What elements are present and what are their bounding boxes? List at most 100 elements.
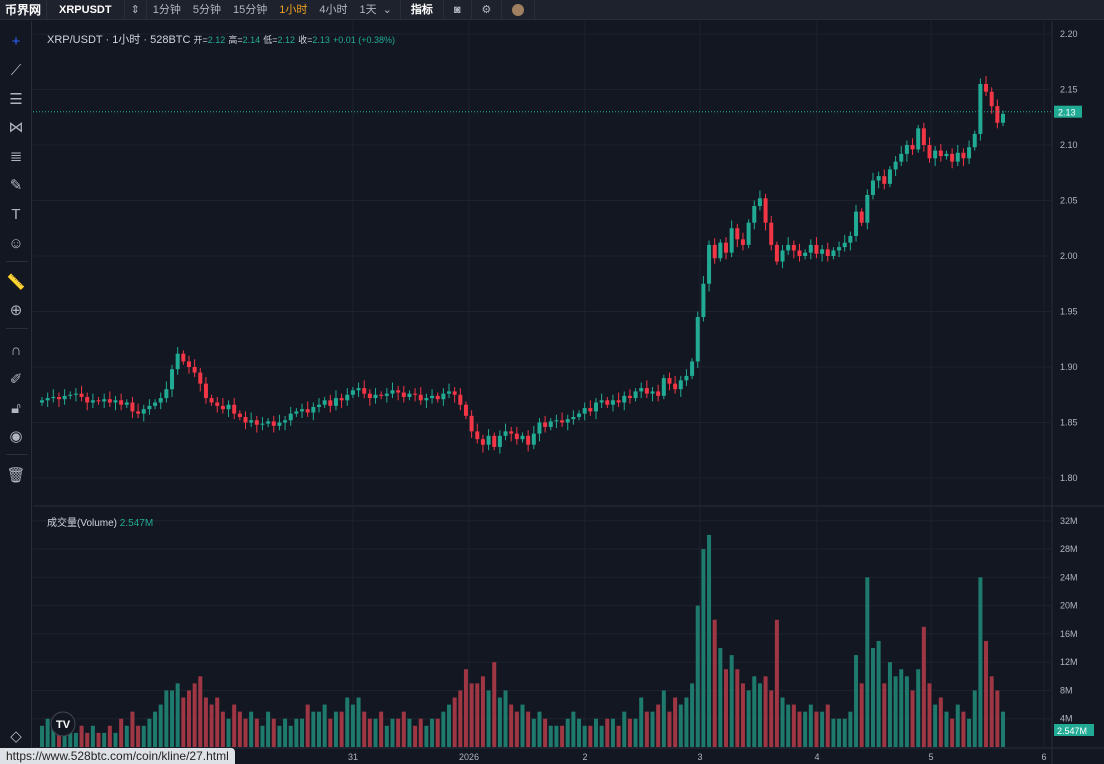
- volume-bar: [933, 704, 938, 747]
- interval-1m[interactable]: 1分钟: [152, 3, 181, 16]
- candle-body: [254, 420, 259, 425]
- zoom-in-icon[interactable]: ⊕: [9, 302, 23, 319]
- interval-5m[interactable]: 5分钟: [192, 3, 222, 16]
- candle-body: [848, 236, 853, 243]
- symbol-selector[interactable]: XRPUSDT: [59, 3, 112, 16]
- candle-body: [610, 400, 615, 405]
- fib-icon[interactable]: ≣: [9, 148, 23, 165]
- text-icon[interactable]: T: [11, 206, 21, 223]
- volume-bar: [396, 718, 401, 747]
- volume-bar: [955, 704, 960, 747]
- indicators-button[interactable]: 指标: [410, 3, 433, 16]
- horizontal-lines-icon[interactable]: ☰: [9, 91, 23, 108]
- chevron-down-icon[interactable]: ⌄: [382, 3, 392, 16]
- volume-bar: [565, 718, 570, 747]
- candle-body: [593, 402, 598, 412]
- candle-body: [933, 150, 938, 159]
- volume-bar: [232, 704, 237, 747]
- chart-legend: XRP/USDT · 1小时 · 528BTC 开=2.12 高=2.14 低=…: [47, 31, 395, 47]
- interval-1h[interactable]: 1小时: [279, 3, 308, 16]
- candle-body: [865, 194, 870, 223]
- compare-icon[interactable]: ⇕: [130, 3, 140, 16]
- volume-bar: [68, 725, 73, 747]
- close-label: 收=: [298, 35, 313, 45]
- candle-body: [514, 433, 519, 440]
- volume-bar: [916, 669, 921, 747]
- candle-body: [678, 380, 683, 390]
- volume-tick-label: 4M: [1060, 714, 1073, 724]
- price-tick-label: 2.10: [1060, 140, 1078, 150]
- candle-body: [854, 211, 859, 237]
- candle-body: [978, 83, 983, 134]
- candle-body: [899, 153, 904, 162]
- volume-bar: [1001, 711, 1005, 747]
- volume-bar: [543, 718, 548, 747]
- volume-bar: [435, 718, 440, 747]
- volume-bar: [633, 718, 638, 747]
- volume-bar: [379, 711, 384, 747]
- brush-icon[interactable]: ✎: [9, 177, 23, 194]
- candle-body: [944, 153, 949, 157]
- lock-icon[interactable]: 🔓︎: [11, 400, 21, 417]
- volume-bar: [119, 718, 124, 747]
- volume-bar: [486, 690, 491, 747]
- candle-body: [271, 421, 276, 426]
- emoji-icon[interactable]: ☺: [8, 235, 24, 252]
- volume-bar: [345, 697, 350, 747]
- volume-bar: [198, 676, 203, 747]
- volume-bar: [972, 690, 977, 747]
- volume-bar: [848, 711, 853, 747]
- candle-body: [113, 400, 118, 403]
- eye-icon[interactable]: ◉: [9, 428, 23, 445]
- trend-line-icon[interactable]: ⟋: [10, 62, 22, 79]
- site-logo[interactable]: 币界网: [5, 3, 42, 17]
- interval-4h[interactable]: 4小时: [319, 3, 348, 16]
- volume-bar: [339, 711, 344, 747]
- volume-bar: [73, 732, 78, 747]
- candle-body: [333, 398, 338, 406]
- avatar[interactable]: [502, 0, 534, 20]
- magnet-icon[interactable]: ∩: [10, 342, 22, 359]
- candle-body: [407, 393, 412, 397]
- pattern-icon[interactable]: ⋈: [8, 119, 24, 136]
- candle-body: [175, 353, 180, 370]
- layers-icon[interactable]: ◇: [10, 728, 22, 745]
- volume-bar: [497, 697, 502, 747]
- candle-body: [560, 420, 565, 423]
- high-value: 2.14: [242, 35, 261, 45]
- volume-bar: [458, 690, 463, 747]
- candle-body: [712, 244, 717, 259]
- volume-bar: [639, 697, 644, 747]
- candle-body: [673, 383, 678, 390]
- volume-bar: [531, 718, 536, 747]
- candle-body: [769, 222, 774, 245]
- volume-bar: [644, 711, 649, 747]
- candle-body: [170, 369, 175, 390]
- volume-bar: [328, 718, 333, 747]
- price-tick-label: 1.80: [1060, 473, 1078, 483]
- volume-bar: [616, 725, 621, 747]
- interval-1d[interactable]: 1天: [359, 3, 377, 16]
- gear-icon[interactable]: ⚙: [481, 3, 492, 16]
- candle-body: [463, 404, 468, 416]
- candle-body: [757, 198, 762, 207]
- volume-bar: [554, 725, 559, 747]
- ruler-icon[interactable]: 📏: [6, 274, 26, 291]
- volume-bar: [243, 718, 248, 747]
- volume-bar: [729, 655, 734, 747]
- close-value: 2.13: [312, 35, 330, 45]
- volume-bar: [316, 711, 321, 747]
- candle-body: [316, 404, 321, 407]
- lock-drawing-icon[interactable]: ✐: [9, 371, 23, 388]
- top-toolbar: 币界网 XRPUSDT ⇕ 1分钟 5分钟 15分钟 1小时 4小时 1天 ⌄ …: [0, 0, 1104, 20]
- camera-icon[interactable]: ◙: [453, 3, 461, 16]
- candle-body: [571, 416, 576, 420]
- crosshair-icon[interactable]: +: [11, 33, 21, 50]
- volume-bar: [203, 697, 208, 747]
- trash-icon[interactable]: 🗑︎: [6, 467, 26, 484]
- interval-15m[interactable]: 15分钟: [233, 3, 268, 16]
- volume-bar: [277, 725, 282, 747]
- candle-body: [887, 169, 892, 184]
- volume-bar: [447, 704, 452, 747]
